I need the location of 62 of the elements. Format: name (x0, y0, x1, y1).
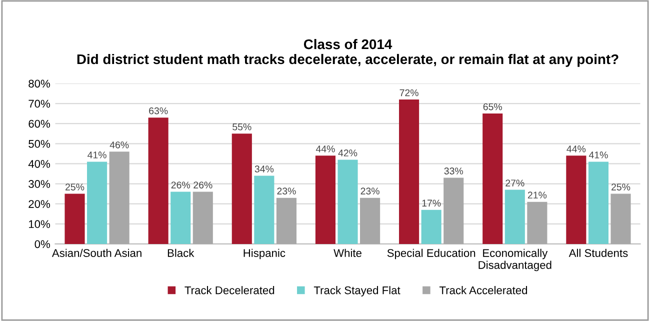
bar (192, 192, 213, 244)
legend-label: Track Accelerated (439, 286, 528, 294)
bar (338, 160, 358, 244)
y-tick-label: 30% (28, 180, 50, 188)
bar (482, 114, 503, 244)
x-tick-label: All Students (568, 248, 628, 257)
bar (315, 156, 336, 244)
bar (588, 162, 608, 244)
data-label: 23% (277, 188, 296, 195)
y-tick-label: 60% (28, 120, 50, 128)
y-tick-label: 10% (29, 220, 50, 228)
bar (276, 198, 296, 244)
bar (444, 178, 464, 244)
legend-label: Track Decelerated (184, 286, 274, 294)
data-label: 44% (316, 146, 335, 152)
bar (527, 202, 548, 244)
data-label: 72% (400, 89, 418, 96)
data-label: 26% (194, 182, 212, 188)
bar (421, 210, 442, 244)
bar (360, 198, 380, 244)
data-label: 55% (232, 123, 252, 130)
data-label: 17% (422, 200, 441, 207)
chart-title: Class of 2014 Did district student math tracks decelerate, accelerate, or remain flat at any point? (77, 38, 618, 67)
x-tick-label: Special Education (387, 248, 476, 260)
data-label: 33% (444, 168, 463, 174)
y-tick-label: 0% (34, 240, 50, 248)
x-tick-label: Economically Disadvantaged (478, 248, 552, 272)
y-tick-label: 80% (28, 80, 50, 88)
bar (566, 156, 586, 244)
data-label: 25% (66, 184, 84, 190)
y-tick-label: 20% (28, 200, 50, 208)
x-tick-label: Hispanic (244, 248, 286, 260)
data-label: 41% (588, 152, 608, 158)
y-tick-label: 40% (28, 160, 50, 168)
x-tick-label: Asian/South Asian (52, 248, 142, 257)
bar (109, 152, 130, 244)
data-label: 26% (171, 182, 190, 188)
data-label: 21% (528, 192, 547, 198)
y-tick-label: 50% (28, 140, 50, 148)
data-label: 44% (566, 146, 586, 152)
data-label: 23% (360, 188, 380, 195)
data-label: 41% (88, 152, 106, 158)
data-label: 46% (110, 141, 129, 148)
bar (610, 194, 631, 244)
bar (170, 192, 191, 244)
data-label: 25% (612, 184, 630, 190)
data-label: 34% (254, 166, 274, 172)
bar (87, 162, 108, 244)
data-label: 42% (338, 150, 358, 156)
bar (232, 134, 252, 244)
bar (148, 118, 168, 244)
legend-label: Track Stayed Flat (314, 286, 400, 296)
bar (399, 100, 420, 244)
x-tick-label: White (334, 248, 362, 257)
bar (254, 176, 274, 244)
data-label: 65% (483, 103, 502, 110)
data-label: 63% (149, 107, 168, 114)
bar (504, 190, 525, 244)
bar (64, 194, 85, 244)
y-tick-label: 70% (28, 100, 50, 108)
data-label: 27% (506, 180, 524, 186)
x-tick-label: Black (168, 248, 194, 257)
